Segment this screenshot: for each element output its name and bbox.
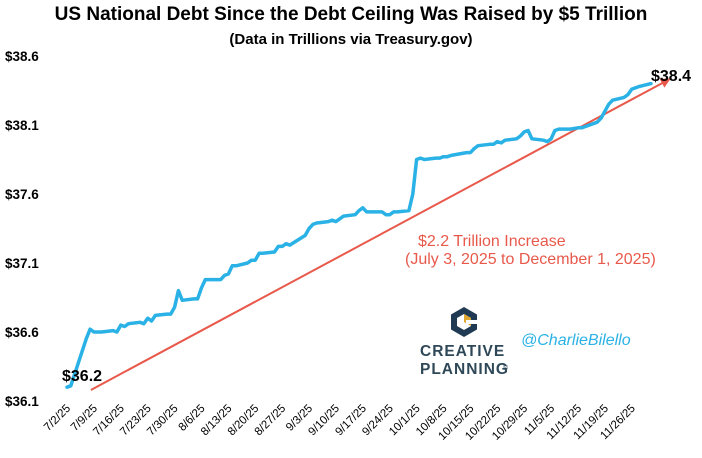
y-tick-label: $36.6 [5, 325, 39, 340]
y-axis: $36.1 $36.6 $37.1 $37.6 $38.1 $38.6 [5, 49, 39, 409]
trend-arrow [90, 78, 671, 391]
y-tick-label: $36.1 [5, 394, 39, 409]
y-tick-label: $37.6 [5, 187, 39, 202]
x-axis: 7/2/257/9/257/16/257/23/257/30/258/6/258… [42, 403, 638, 443]
end-value-label: $38.4 [651, 68, 691, 85]
logo-line2: PLANNING [420, 361, 509, 378]
y-tick-label: $38.1 [5, 118, 39, 133]
creative-planning-mark-icon [451, 307, 478, 337]
y-tick-label: $37.1 [5, 256, 39, 271]
increase-annotation-line1: $2.2 Trillion Increase [418, 233, 566, 250]
author-handle: @CharlieBilello [521, 332, 631, 349]
logo-registered-mark: ® [503, 364, 509, 372]
start-value-label: $36.2 [62, 368, 102, 385]
chart-title: US National Debt Since the Debt Ceiling … [54, 4, 648, 25]
x-tick-label: 7/2/25 [42, 403, 73, 434]
y-tick-label: $38.6 [5, 49, 39, 64]
debt-series-line [65, 81, 653, 389]
chart-subtitle: (Data in Trillions via Treasury.gov) [229, 31, 473, 48]
creative-planning-logo: CREATIVE PLANNING ® [420, 307, 509, 378]
logo-line1: CREATIVE [420, 343, 505, 360]
increase-annotation-line2: (July 3, 2025 to December 1, 2025) [405, 251, 656, 268]
